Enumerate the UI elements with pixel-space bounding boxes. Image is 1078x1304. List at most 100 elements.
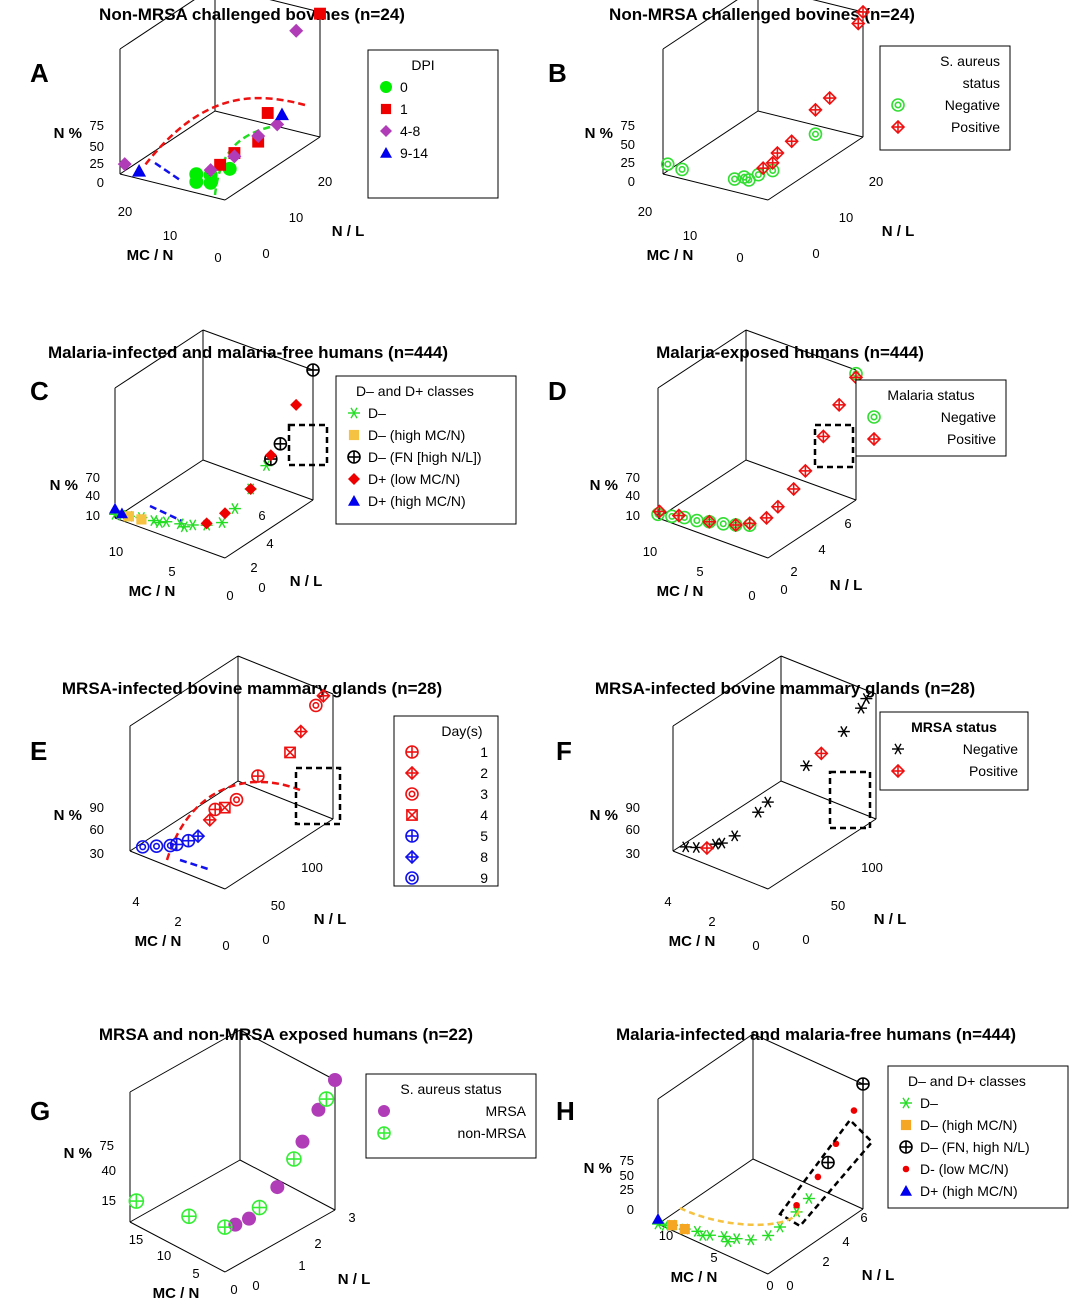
data-point (821, 1155, 835, 1170)
data-point (718, 1230, 731, 1242)
data-point (790, 1206, 803, 1218)
panel-f: MRSA-infected bovine mammary glands (n=2… (556, 655, 1029, 953)
z-axis-label: N % (584, 1160, 612, 1177)
legend-marker (380, 147, 392, 158)
y-axis-label: N / L (874, 911, 907, 928)
y-axis-label: N / L (290, 573, 323, 590)
data-point (802, 1192, 815, 1205)
data-point (677, 510, 692, 525)
series-4-8 (117, 23, 304, 178)
trend-arrow (179, 858, 209, 871)
legend-frame (879, 45, 1011, 151)
panel-c: Malaria-infected and malaria-free humans… (30, 329, 517, 603)
data-point (153, 517, 166, 529)
legend-marker (900, 1097, 912, 1109)
data-point (264, 449, 277, 462)
legend-marker (404, 765, 420, 781)
y-tick-label: 2 (822, 1254, 829, 1269)
panel-letter: F (556, 736, 572, 766)
y-tick-label: 1 (298, 1258, 305, 1273)
y-tick-label: 0 (780, 582, 787, 597)
y-tick-label: 0 (812, 246, 819, 261)
data-point (123, 511, 135, 522)
legend-label: Positive (947, 431, 996, 447)
z-tick-label: 70 (86, 470, 100, 485)
series-d-fn-high-n-l- (821, 1077, 870, 1170)
legend-marker (347, 450, 361, 464)
data-point (189, 174, 204, 189)
data-point (793, 1201, 800, 1209)
panel-title: MRSA and non-MRSA exposed humans (n=22) (99, 1025, 473, 1044)
data-point (816, 429, 831, 444)
z-tick-label: 75 (100, 1138, 114, 1153)
legend-frame (879, 711, 1029, 791)
legend-title: D– and D+ classes (908, 1073, 1026, 1089)
legend-label: 3 (480, 786, 488, 802)
panel-letter: B (548, 58, 567, 88)
legend-marker (900, 1185, 912, 1196)
series-negative (660, 127, 823, 187)
data-point (716, 517, 731, 531)
x-axis-label: MC / N (671, 1269, 718, 1286)
data-point (761, 796, 774, 808)
legend-label: 1 (400, 101, 408, 117)
z-tick-label: 50 (620, 1168, 634, 1183)
series-negative (651, 366, 863, 532)
legend-title: Malaria status (887, 387, 974, 403)
y-tick-label: 0 (262, 932, 269, 947)
y-axis-label: N / L (332, 223, 365, 240)
data-point (190, 829, 206, 844)
data-point (814, 1173, 822, 1181)
x-tick-label: 0 (222, 938, 229, 953)
z-tick-label: 70 (626, 470, 640, 485)
legend-marker (405, 745, 419, 759)
legend-title: DPI (411, 57, 434, 73)
data-point (727, 172, 742, 186)
series-d-fn-high-n-l- (264, 363, 320, 466)
x-axis-label: MC / N (153, 1285, 200, 1299)
data-point (261, 107, 274, 119)
series-positive (756, 4, 871, 176)
x-tick-label: 0 (736, 250, 743, 265)
legend-label: 5 (480, 828, 488, 844)
data-point (181, 833, 196, 848)
y-tick-label: 6 (860, 1210, 867, 1225)
axes-box (129, 1029, 336, 1273)
data-point (808, 102, 823, 117)
y-tick-label: 100 (301, 860, 323, 875)
series-3 (229, 698, 323, 807)
x-tick-label: 10 (643, 544, 657, 559)
y-tick-label: 3 (348, 1210, 355, 1225)
data-point (181, 1208, 197, 1225)
z-tick-label: 0 (97, 175, 104, 190)
x-tick-label: 0 (752, 938, 759, 953)
data-point (128, 1193, 145, 1209)
data-point (149, 839, 164, 854)
data-point (228, 503, 241, 515)
data-point (691, 1225, 704, 1237)
x-tick-label: 0 (214, 250, 221, 265)
data-point (214, 158, 227, 171)
y-tick-label: 100 (861, 860, 883, 875)
x-tick-label: 10 (157, 1248, 171, 1263)
legend-label: Positive (969, 763, 1018, 779)
legend-frame (855, 379, 1007, 457)
data-point (186, 519, 199, 531)
x-tick-label: 0 (766, 1278, 773, 1293)
legend-title: MRSA status (911, 719, 997, 735)
x-tick-label: 15 (129, 1232, 143, 1247)
highlight-box (828, 770, 872, 830)
data-point (109, 502, 121, 514)
data-point (762, 1229, 775, 1242)
data-point (855, 4, 871, 20)
data-point (730, 1233, 743, 1245)
legend-marker (867, 410, 881, 424)
legend-marker (405, 829, 419, 843)
data-point (652, 1213, 664, 1224)
legend-marker (899, 1140, 913, 1154)
data-point (274, 107, 289, 121)
z-tick-label: 40 (626, 488, 640, 503)
y-tick-label: 10 (839, 210, 853, 225)
data-point (832, 397, 847, 412)
